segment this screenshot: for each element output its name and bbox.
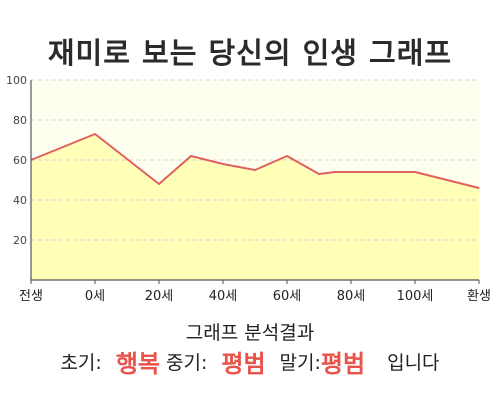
- x-tick-label-2: 20세: [145, 289, 174, 304]
- y-tick-label-40: 40: [13, 194, 27, 207]
- data-point-8: [334, 171, 336, 173]
- x-tick-label-1: 0세: [85, 289, 105, 304]
- data-point-12: [446, 179, 448, 181]
- data-point-11: [414, 171, 416, 173]
- late-value: 평범: [320, 350, 366, 378]
- area-fill: [31, 134, 479, 280]
- x-tick-label-3: 40세: [209, 289, 238, 304]
- x-tick-label-7: 환생: [467, 289, 491, 304]
- x-tick-label-4: 60세: [273, 289, 302, 304]
- data-point-9: [350, 171, 352, 173]
- x-tick-label-6: 100세: [397, 289, 434, 304]
- data-point-6: [286, 155, 288, 157]
- y-tick-label-100: 100: [6, 74, 27, 87]
- data-point-10: [382, 171, 384, 173]
- analysis-result-line: 초기: 행복 중기: 평범 말기:평범 입니다: [0, 344, 500, 379]
- page-title: 재미로 보는 당신의 인생 그래프: [47, 36, 453, 70]
- x-tick-label-0: 전생: [19, 289, 43, 304]
- y-tick-label-20: 20: [13, 234, 27, 247]
- early-label: 초기:: [60, 352, 102, 374]
- middle-label: 중기:: [166, 352, 208, 374]
- y-tick-label-80: 80: [13, 114, 27, 127]
- data-point-2: [158, 183, 160, 185]
- data-point-13: [478, 187, 480, 189]
- data-point-4: [222, 163, 224, 165]
- ending-text: 입니다: [387, 352, 440, 374]
- early-value: 행복: [115, 350, 160, 378]
- y-tick-label-60: 60: [13, 154, 27, 167]
- data-point-3: [190, 155, 192, 157]
- late-label: 말기:: [279, 352, 321, 374]
- analysis-title: 그래프 분석결과: [185, 322, 315, 344]
- middle-value: 평범: [221, 350, 266, 378]
- x-tick-label-5: 80세: [337, 289, 366, 304]
- series-line: [30, 133, 480, 189]
- data-point-7: [318, 173, 320, 175]
- data-point-1: [94, 133, 96, 135]
- data-point-5: [254, 169, 256, 171]
